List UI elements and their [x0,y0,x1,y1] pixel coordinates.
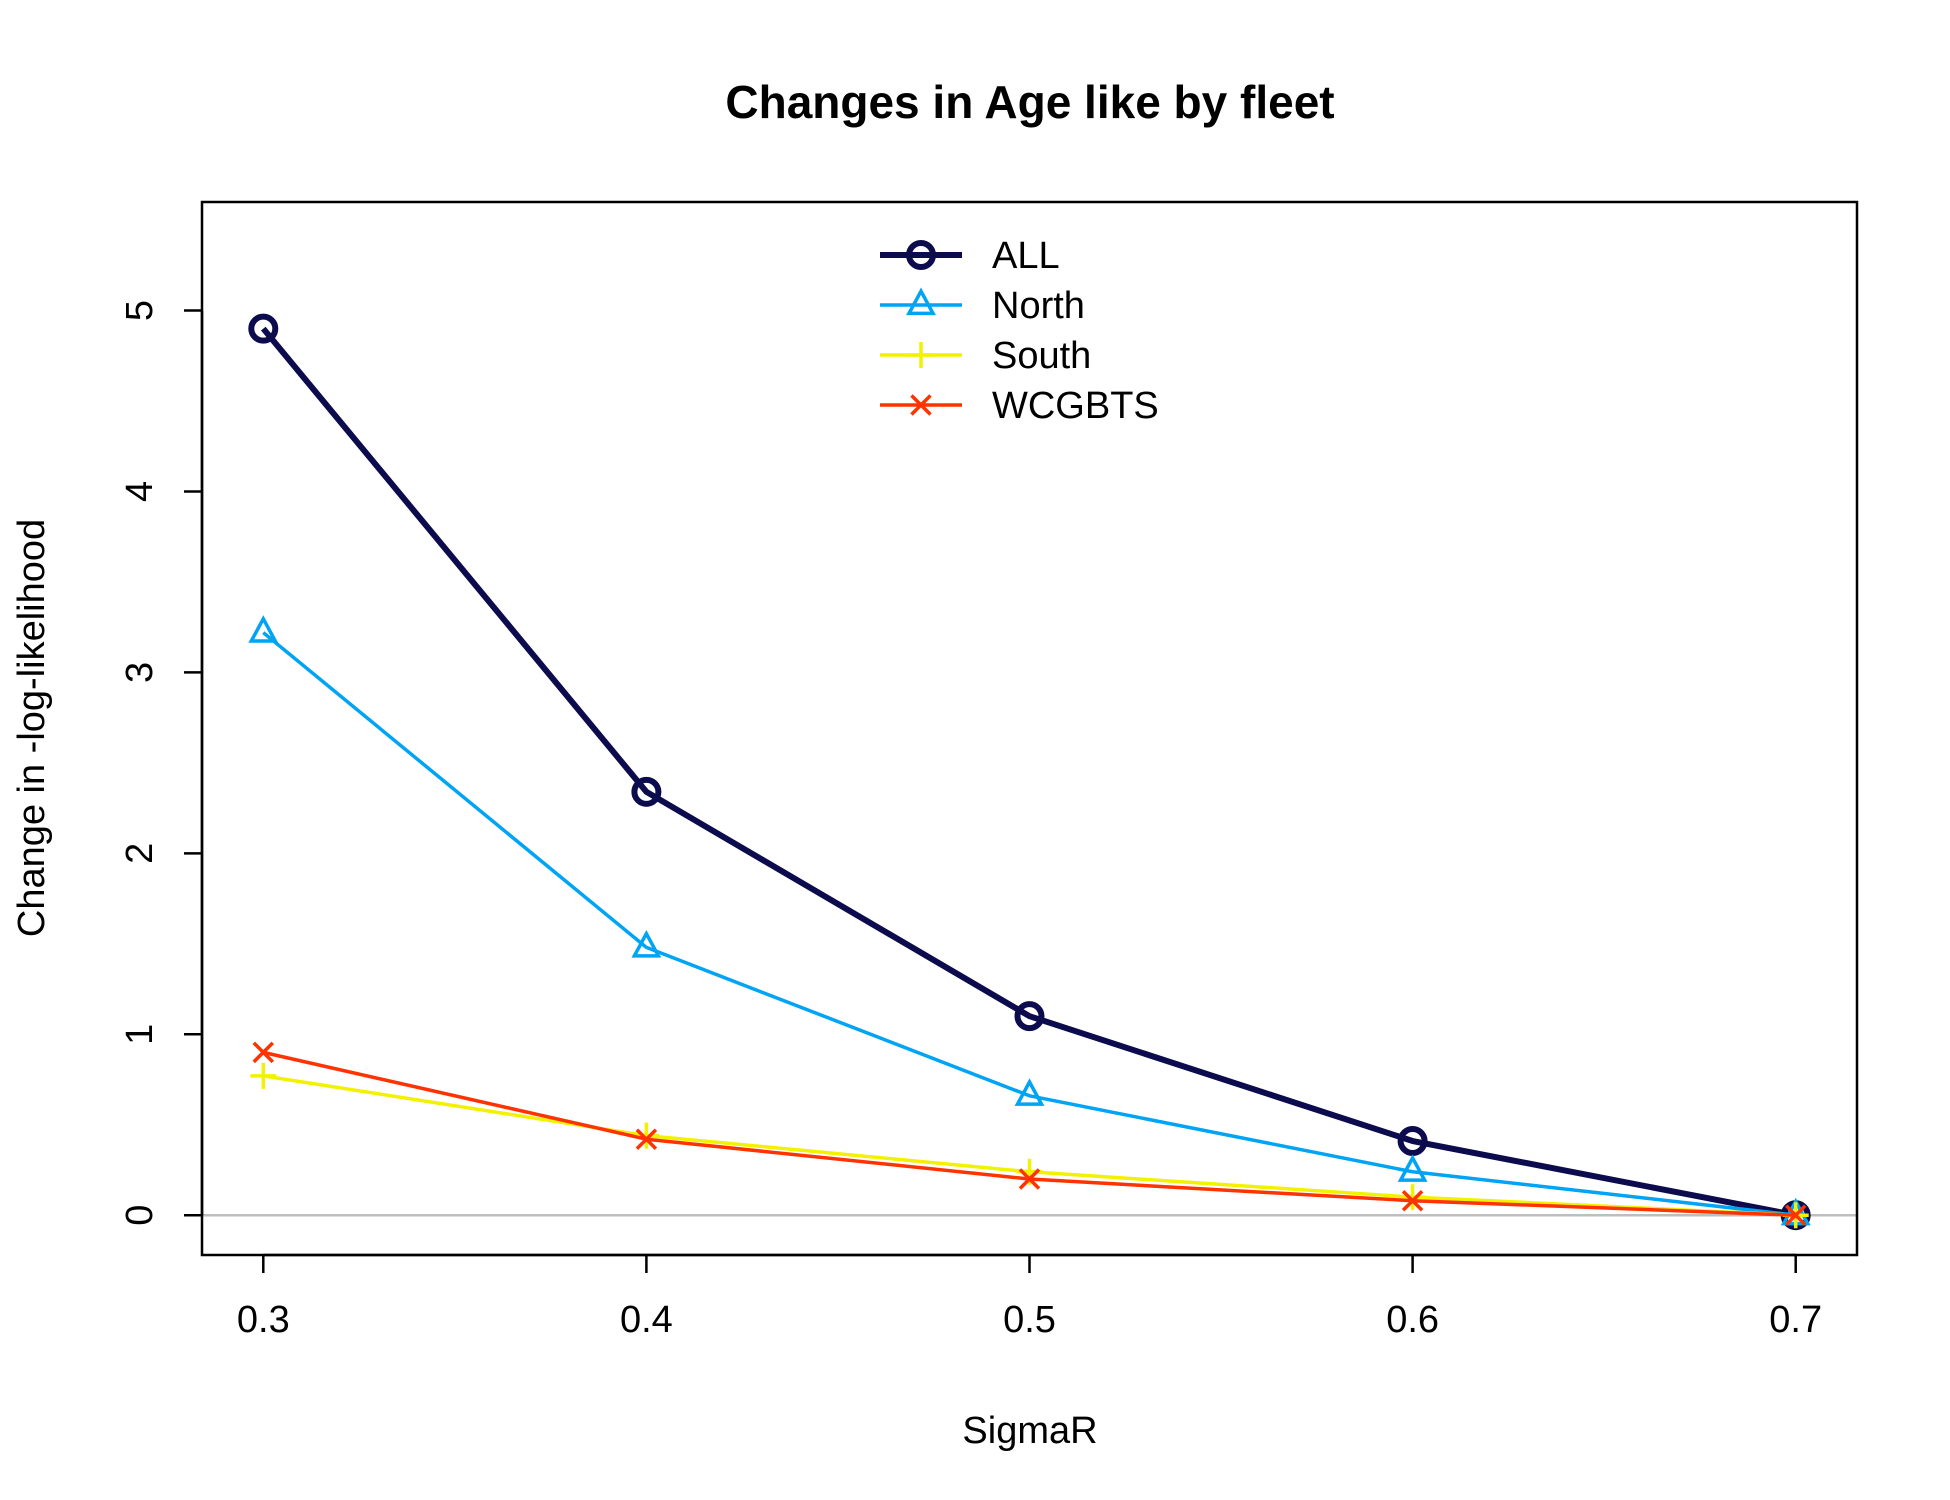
series-layer [248,313,1811,1231]
data-point-south [1399,1184,1426,1211]
series-north [248,615,1811,1226]
y-axis: 0 1 2 3 4 5 [119,300,204,1226]
y-tick-label: 1 [119,1024,161,1045]
legend: ALL North South WCGBTS [880,235,1159,427]
legend-item-north: North [880,285,1085,327]
y-axis-label: Change in -log-likelihood [11,519,53,937]
legend-item-all: ALL [880,235,1060,277]
x-tick-label: 0.4 [620,1299,673,1341]
data-point-wcgbts [1018,1168,1041,1190]
data-point-all [1014,1001,1045,1032]
legend-swatch-marker [906,240,936,270]
data-point-all [1397,1126,1428,1157]
data-point-north [248,615,279,643]
data-point-north [631,929,662,958]
y-tick-label: 3 [119,662,161,683]
legend-label: WCGBTS [992,385,1159,427]
data-point-wcgbts [1784,1204,1807,1226]
legend-swatch-marker [910,394,932,416]
data-point-all [631,776,662,807]
legend-label: South [992,335,1091,377]
data-point-south [250,1062,277,1089]
y-tick-label: 2 [119,843,161,864]
x-tick-label: 0.5 [1003,1299,1056,1341]
series-south [250,1062,1809,1229]
legend-swatch-marker [906,287,936,316]
x-tick-label: 0.7 [1769,1299,1822,1341]
data-point-wcgbts [1401,1189,1424,1212]
data-point-north [1397,1154,1428,1182]
x-tick-label: 0.3 [237,1299,290,1341]
legend-item-wcgbts: WCGBTS [880,385,1159,427]
y-tick-label: 4 [119,481,161,502]
legend-label: North [992,285,1085,327]
legend-item-south: South [880,335,1091,377]
y-tick-label: 0 [119,1205,161,1226]
data-point-north [1014,1078,1045,1106]
chart-title: Changes in Age like by fleet [725,76,1334,128]
y-tick-label: 5 [119,300,161,321]
legend-swatch-marker [908,342,934,368]
series-wcgbts [252,1041,1807,1226]
legend-label: ALL [992,235,1060,277]
data-point-all [248,313,279,344]
series-line-all [260,326,1797,1219]
series-all [248,313,1811,1231]
x-axis: 0.3 0.4 0.5 0.6 0.7 [237,1253,1822,1341]
x-axis-label: SigmaR [962,1410,1097,1452]
data-point-wcgbts [252,1041,275,1064]
series-line-north [262,631,1796,1217]
data-point-wcgbts [635,1128,658,1150]
x-tick-label: 0.6 [1386,1299,1439,1341]
